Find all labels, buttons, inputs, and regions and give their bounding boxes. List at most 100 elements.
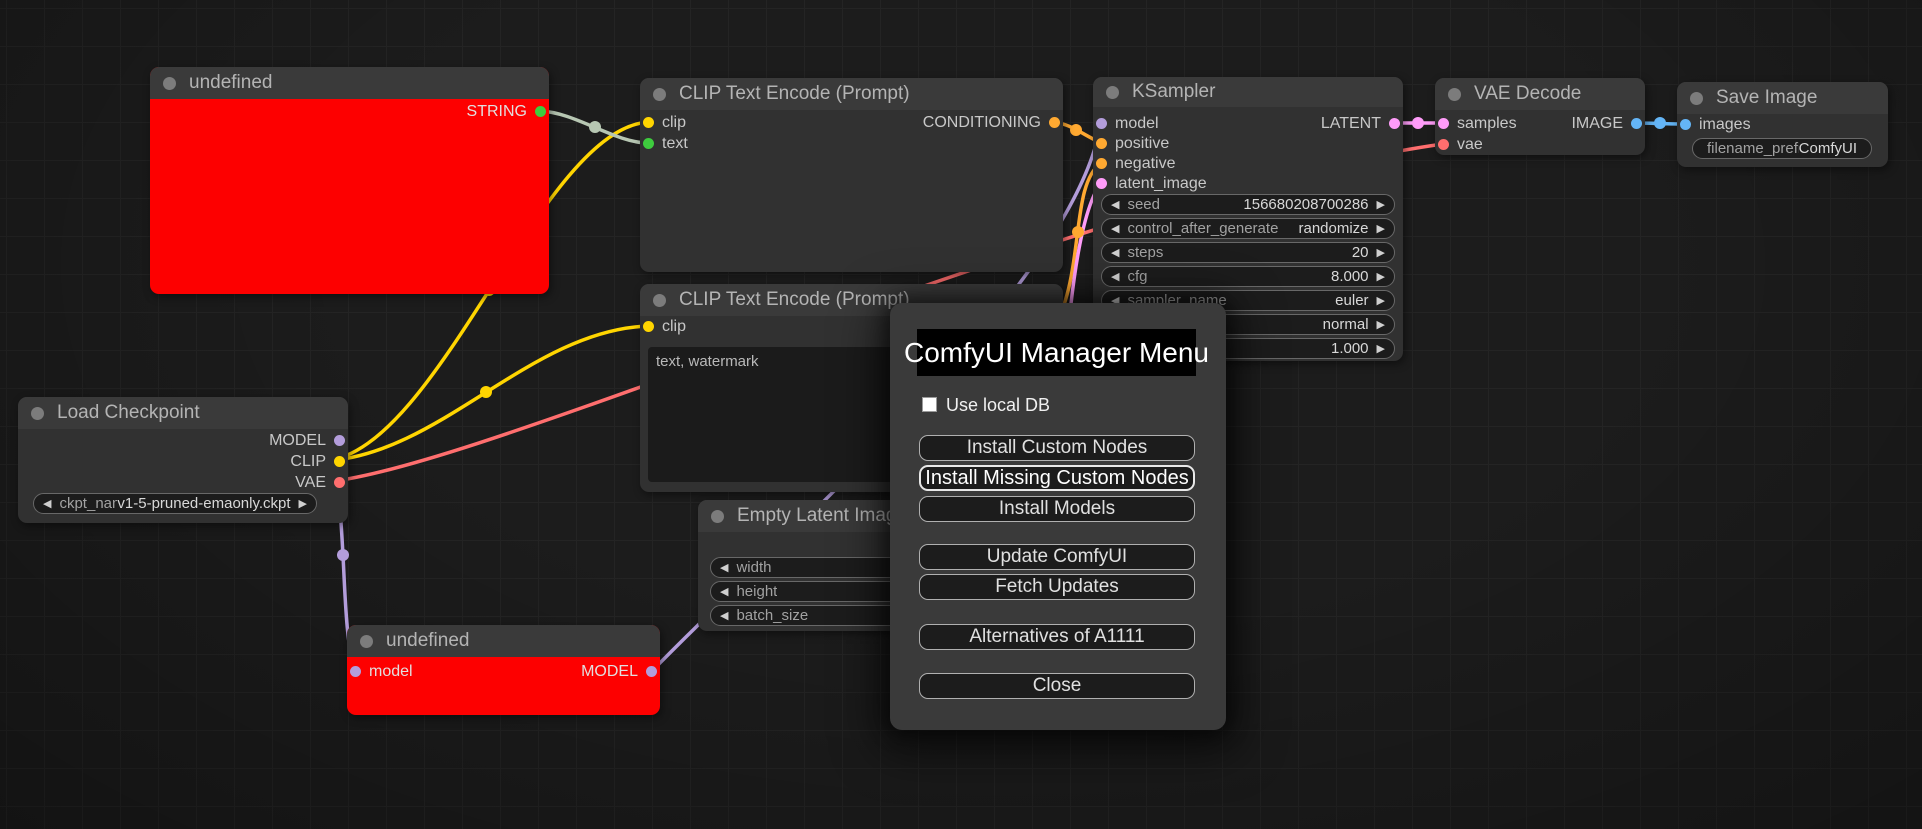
node-title: Empty Latent Image	[737, 505, 908, 526]
node-save-image: Save Image images filename_prefix ComfyU…	[1677, 82, 1888, 167]
input-text[interactable]: text	[643, 133, 688, 154]
input-latent-image[interactable]: latent_image	[1096, 173, 1207, 194]
input-samples[interactable]: samples	[1438, 113, 1517, 134]
clip-slot-icon[interactable]	[334, 456, 345, 467]
output-string[interactable]: STRING	[467, 101, 546, 122]
collapse-dot-icon[interactable]	[653, 293, 666, 307]
output-model[interactable]: MODEL	[269, 430, 345, 451]
next-arrow-icon[interactable]: ▶	[298, 498, 307, 510]
update-comfyui-button[interactable]: Update ComfyUI	[919, 544, 1195, 570]
output-conditioning[interactable]: CONDITIONING	[923, 112, 1060, 133]
output-image[interactable]: IMAGE	[1571, 113, 1642, 134]
node-prompt-source: undefined STRING	[150, 67, 549, 294]
collapse-dot-icon[interactable]	[653, 87, 666, 101]
collapse-dot-icon[interactable]	[31, 406, 44, 420]
image-slot-icon[interactable]	[1680, 119, 1691, 130]
collapse-dot-icon[interactable]	[711, 509, 724, 523]
use-local-db-checkbox[interactable]	[922, 397, 937, 412]
string-slot-icon[interactable]	[535, 106, 546, 117]
input-model[interactable]: model	[1096, 113, 1159, 134]
model-slot-icon[interactable]	[646, 666, 657, 677]
node-title: CLIP Text Encode (Prompt)	[679, 289, 910, 310]
widget-control-after-generate[interactable]: ◀ control_after_generate randomize ▶	[1101, 218, 1395, 239]
install-models-button[interactable]: Install Models	[919, 496, 1195, 522]
latent-slot-icon[interactable]	[1438, 118, 1449, 129]
widget-seed[interactable]: ◀ seed 156680208700286 ▶	[1101, 194, 1395, 215]
conditioning-slot-icon[interactable]	[1049, 117, 1060, 128]
previous-arrow-icon[interactable]: ◀	[43, 498, 52, 510]
decrement-arrow-icon[interactable]: ◀	[1111, 247, 1120, 259]
link-dot	[1412, 117, 1424, 129]
collapse-dot-icon[interactable]	[360, 634, 373, 648]
node-titlebar[interactable]: KSampler	[1093, 77, 1403, 107]
widget-steps[interactable]: ◀ steps 20 ▶	[1101, 242, 1395, 263]
model-slot-icon[interactable]	[1096, 118, 1107, 129]
output-latent[interactable]: LATENT	[1321, 113, 1400, 134]
fetch-updates-button[interactable]: Fetch Updates	[919, 574, 1195, 600]
close-button[interactable]: Close	[919, 673, 1195, 699]
node-model-patch: undefined model MODEL	[347, 625, 660, 715]
node-ksampler: KSampler model positive negative latent_…	[1093, 77, 1403, 361]
node-clip-encode-positive: CLIP Text Encode (Prompt) clip text COND…	[640, 78, 1063, 272]
node-title: undefined	[189, 72, 273, 93]
conditioning-slot-icon[interactable]	[1096, 158, 1107, 169]
widget-cfg[interactable]: ◀ cfg 8.000 ▶	[1101, 266, 1395, 287]
use-local-db-label: Use local DB	[946, 395, 1051, 415]
output-clip[interactable]: CLIP	[290, 451, 345, 472]
vae-slot-icon[interactable]	[334, 477, 345, 488]
increment-arrow-icon[interactable]: ▶	[1376, 295, 1385, 307]
node-titlebar[interactable]: undefined	[347, 625, 660, 657]
latent-slot-icon[interactable]	[1389, 118, 1400, 129]
node-titlebar[interactable]: VAE Decode	[1435, 78, 1645, 110]
widget-ckpt-name[interactable]: ◀ ckpt_name v1-5-pruned-emaonly.ckpt ▶	[33, 493, 317, 514]
clip-slot-icon[interactable]	[643, 321, 654, 332]
node-titlebar[interactable]: CLIP Text Encode (Prompt)	[640, 78, 1063, 110]
decrement-arrow-icon[interactable]: ◀	[1111, 295, 1120, 307]
node-titlebar[interactable]: undefined	[150, 67, 549, 99]
image-slot-icon[interactable]	[1631, 118, 1642, 129]
node-titlebar[interactable]: Load Checkpoint	[18, 397, 348, 429]
increment-arrow-icon[interactable]: ▶	[1376, 199, 1385, 211]
input-positive[interactable]: positive	[1096, 133, 1169, 154]
model-slot-icon[interactable]	[334, 435, 345, 446]
decrement-arrow-icon[interactable]: ◀	[1111, 199, 1120, 211]
collapse-dot-icon[interactable]	[1106, 85, 1119, 99]
increment-arrow-icon[interactable]: ▶	[1376, 319, 1385, 331]
string-slot-icon[interactable]	[643, 138, 654, 149]
input-negative[interactable]: negative	[1096, 153, 1176, 174]
widget-filename-prefix[interactable]: filename_prefix ComfyUI	[1692, 138, 1872, 159]
collapse-dot-icon[interactable]	[1448, 87, 1461, 101]
model-slot-icon[interactable]	[350, 666, 361, 677]
decrement-arrow-icon[interactable]: ◀	[720, 610, 729, 622]
input-clip[interactable]: clip	[643, 316, 686, 337]
decrement-arrow-icon[interactable]: ◀	[1111, 223, 1120, 235]
collapse-dot-icon[interactable]	[1690, 91, 1703, 105]
node-title: Save Image	[1716, 87, 1818, 108]
increment-arrow-icon[interactable]: ▶	[1376, 247, 1385, 259]
increment-arrow-icon[interactable]: ▶	[1376, 343, 1385, 355]
node-title: Load Checkpoint	[57, 402, 200, 423]
output-model[interactable]: MODEL	[581, 661, 657, 682]
increment-arrow-icon[interactable]: ▶	[1376, 271, 1385, 283]
output-vae[interactable]: VAE	[295, 472, 345, 493]
input-images[interactable]: images	[1680, 114, 1751, 135]
decrement-arrow-icon[interactable]: ◀	[1111, 271, 1120, 283]
alternatives-of-a1111-button[interactable]: Alternatives of A1111	[919, 624, 1195, 650]
increment-arrow-icon[interactable]: ▶	[1376, 223, 1385, 235]
install-missing-custom-nodes-button[interactable]: Install Missing Custom Nodes	[919, 465, 1195, 491]
decrement-arrow-icon[interactable]: ◀	[720, 562, 729, 574]
collapse-dot-icon[interactable]	[163, 76, 176, 90]
install-custom-nodes-button[interactable]: Install Custom Nodes	[919, 435, 1195, 461]
clip-slot-icon[interactable]	[643, 117, 654, 128]
node-title: undefined	[386, 630, 470, 651]
input-vae[interactable]: vae	[1438, 134, 1483, 155]
vae-slot-icon[interactable]	[1438, 139, 1449, 150]
conditioning-slot-icon[interactable]	[1096, 138, 1107, 149]
decrement-arrow-icon[interactable]: ◀	[720, 586, 729, 598]
comfyui-manager-dialog: ComfyUI Manager Menu Use local DB Instal…	[890, 303, 1226, 730]
latent-slot-icon[interactable]	[1096, 178, 1107, 189]
input-clip[interactable]: clip	[643, 112, 686, 133]
input-model[interactable]: model	[350, 661, 413, 682]
node-titlebar[interactable]: Save Image	[1677, 82, 1888, 114]
